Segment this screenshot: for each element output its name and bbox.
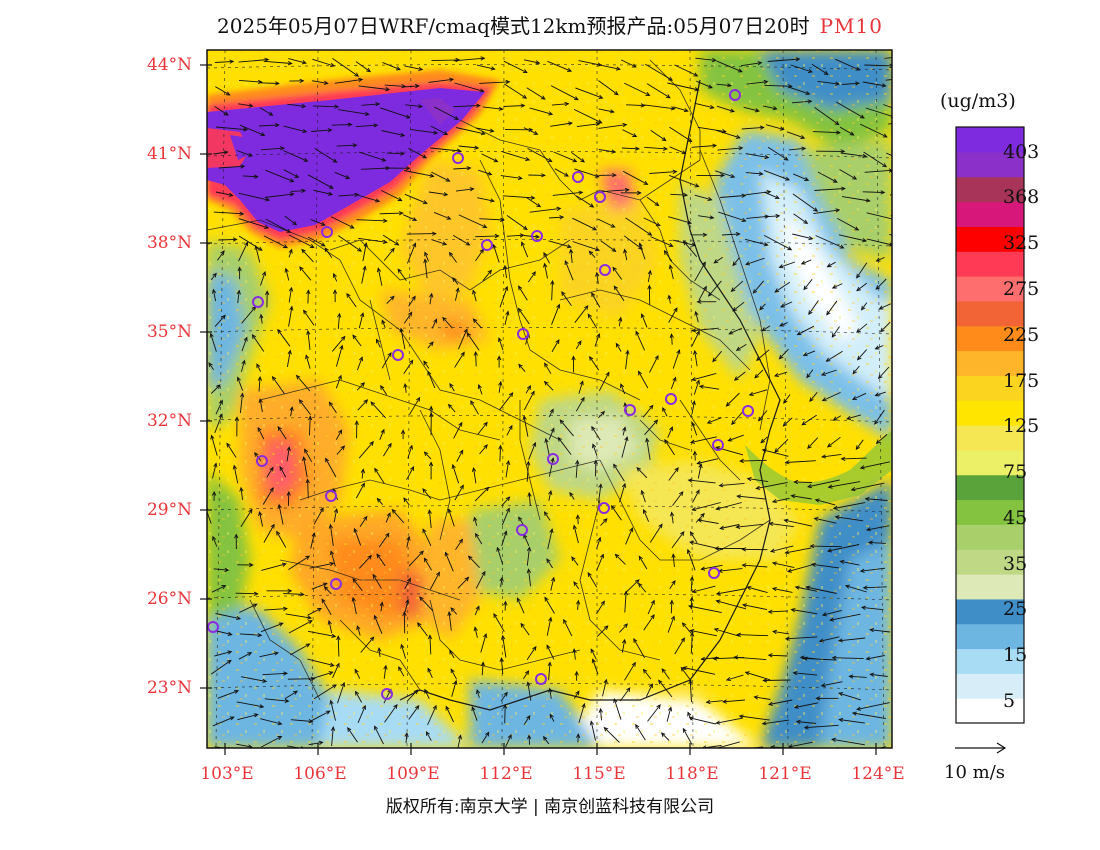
wind-arrow-head <box>815 751 819 754</box>
colorbar-swatch <box>956 251 1024 276</box>
colorbar-label-175: 175 <box>1003 370 1039 392</box>
wind-arrow <box>505 705 506 723</box>
lat-label-32: 32°N <box>132 411 192 431</box>
lat-label-35: 35°N <box>132 322 192 342</box>
lat-label-41: 41°N <box>132 144 192 164</box>
colorbar-label-275: 275 <box>1003 278 1039 300</box>
colorbar-unit: (ug/m3) <box>940 90 1016 112</box>
colorbar-label-403: 403 <box>1003 141 1039 163</box>
lon-label-124: 124°E <box>843 764 913 784</box>
wind-arrow-head <box>895 56 899 59</box>
colorbar-swatch <box>956 301 1024 326</box>
lat-label-26: 26°N <box>132 589 192 609</box>
wind-legend-arrow <box>955 743 1005 753</box>
wind-arrow-head <box>858 752 862 755</box>
colorbar-label-225: 225 <box>1003 324 1039 346</box>
wind-legend-label: 10 m/s <box>944 762 1005 783</box>
lon-label-121: 121°E <box>750 764 820 784</box>
colorbar-label-5: 5 <box>1003 690 1015 712</box>
wind-arrow-head <box>906 161 910 164</box>
lon-label-109: 109°E <box>378 764 448 784</box>
wind-arrow-head <box>902 121 906 124</box>
wind-arrow <box>890 171 909 182</box>
wind-arrow <box>218 239 236 240</box>
colorbar-label-15: 15 <box>1003 644 1027 666</box>
wind-arrow-head <box>893 107 897 110</box>
colorbar-label-45: 45 <box>1003 507 1027 529</box>
copyright-notice: 版权所有:南京大学 | 南京创蓝科技有限公司 <box>0 792 1100 817</box>
lon-label-118: 118°E <box>657 764 727 784</box>
colorbar-label-35: 35 <box>1003 553 1027 575</box>
wind-arrow-head <box>914 192 918 196</box>
lat-label-29: 29°N <box>132 500 192 520</box>
wind-arrow <box>890 194 918 195</box>
lat-label-44: 44°N <box>132 55 192 75</box>
wind-arrow <box>236 593 258 594</box>
lat-label-23: 23°N <box>132 678 192 698</box>
lon-label-106: 106°E <box>285 764 355 784</box>
wind-arrow-head <box>909 76 913 79</box>
wind-arrow <box>476 352 477 366</box>
colorbar-label-75: 75 <box>1003 461 1027 483</box>
lat-label-38: 38°N <box>132 233 192 253</box>
wind-arrow-head <box>904 241 908 244</box>
colorbar-label-125: 125 <box>1003 415 1039 437</box>
lon-label-103: 103°E <box>192 764 262 784</box>
wind-arrow <box>407 234 436 235</box>
concentration-field <box>205 50 920 755</box>
wind-arrow <box>308 290 309 303</box>
lon-label-115: 115°E <box>564 764 634 784</box>
colorbar-label-325: 325 <box>1003 232 1039 254</box>
wind-arrow <box>794 482 812 483</box>
lon-label-112: 112°E <box>471 764 541 784</box>
wind-arrow <box>763 680 790 681</box>
colorbar-label-368: 368 <box>1003 186 1039 208</box>
wind-arrow <box>891 212 920 216</box>
colorbar-label-25: 25 <box>1003 598 1027 620</box>
wind-arrow <box>500 446 501 462</box>
wind-arrow-head <box>905 179 909 182</box>
wind-arrow-head <box>916 211 920 215</box>
wind-arrow <box>387 153 404 154</box>
colorbar-swatch <box>956 574 1024 599</box>
wind-arrow <box>811 546 842 547</box>
